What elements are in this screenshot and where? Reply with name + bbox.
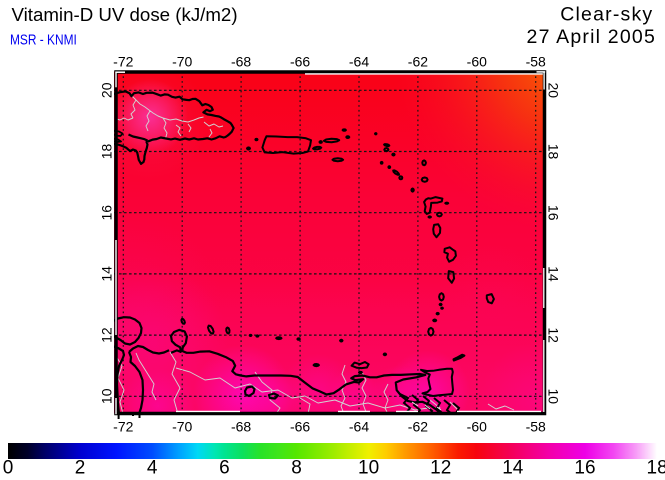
svg-text:20: 20	[545, 83, 561, 99]
svg-text:10: 10	[99, 388, 115, 404]
svg-text:10: 10	[545, 389, 561, 405]
svg-text:-62: -62	[408, 419, 428, 435]
svg-text:-66: -66	[290, 419, 310, 435]
svg-text:16: 16	[545, 205, 561, 221]
svg-text:Clear-sky: Clear-sky	[560, 4, 653, 26]
svg-text:16: 16	[99, 205, 115, 221]
svg-text:14: 14	[99, 266, 115, 282]
svg-text:-70: -70	[172, 419, 192, 435]
svg-text:-60: -60	[467, 419, 487, 435]
svg-text:-66: -66	[290, 53, 310, 69]
svg-text:12: 12	[430, 457, 451, 478]
svg-text:6: 6	[219, 457, 230, 478]
svg-text:4: 4	[147, 457, 158, 478]
svg-text:-72: -72	[113, 419, 133, 435]
svg-text:18: 18	[545, 144, 561, 160]
svg-text:27 April 2005: 27 April 2005	[527, 26, 656, 48]
svg-text:-62: -62	[408, 53, 428, 69]
svg-text:Vitamin-D UV dose (kJ/m2): Vitamin-D UV dose (kJ/m2)	[12, 4, 238, 25]
svg-text:-60: -60	[467, 53, 487, 69]
svg-text:14: 14	[545, 266, 561, 282]
svg-text:10: 10	[358, 457, 379, 478]
svg-text:-58: -58	[526, 419, 546, 435]
svg-text:-64: -64	[349, 53, 369, 69]
svg-text:MSR - KNMI: MSR - KNMI	[10, 31, 77, 48]
svg-text:8: 8	[291, 457, 302, 478]
svg-text:18: 18	[99, 144, 115, 160]
svg-text:-68: -68	[231, 53, 251, 69]
svg-text:0: 0	[3, 457, 14, 478]
svg-text:12: 12	[545, 327, 561, 343]
svg-text:-72: -72	[113, 53, 133, 69]
svg-text:20: 20	[99, 82, 115, 98]
svg-text:18: 18	[647, 457, 665, 478]
svg-text:16: 16	[574, 457, 595, 478]
svg-text:12: 12	[99, 327, 115, 343]
svg-text:-58: -58	[526, 53, 546, 69]
svg-text:2: 2	[75, 457, 86, 478]
svg-text:-64: -64	[349, 419, 369, 435]
svg-text:-68: -68	[231, 419, 251, 435]
svg-text:-70: -70	[172, 53, 192, 69]
svg-text:14: 14	[502, 457, 524, 478]
